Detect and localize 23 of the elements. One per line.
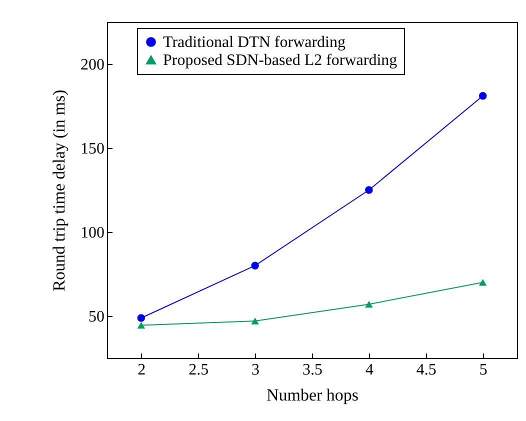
point	[137, 314, 146, 322]
x-tick-label: 3	[252, 362, 260, 378]
y-tick-label: 150	[80, 140, 104, 158]
point	[251, 318, 259, 324]
y-tick-label: 50	[88, 308, 104, 326]
point	[478, 92, 487, 100]
x-tick-label: 5	[479, 362, 488, 378]
x-tick-label: 2.5	[188, 362, 209, 378]
point	[478, 279, 487, 286]
legend-label: Traditional DTN forwarding	[163, 34, 346, 51]
y-axis-title: Round trip time delay (in ms)	[50, 90, 68, 292]
legend-label: Proposed SDN-based L2 forwarding	[163, 52, 398, 69]
x-tick-label: 2	[138, 362, 146, 378]
x-tick-label: 3.5	[302, 362, 322, 378]
y-tick-label: 100	[80, 224, 104, 242]
point	[365, 186, 373, 194]
y-tick-label: 200	[80, 56, 104, 74]
point	[251, 262, 259, 270]
x-tick-label: 4.5	[416, 362, 436, 378]
point	[365, 300, 373, 308]
x-tick-label: 4	[365, 362, 374, 378]
x-axis-title: Number hops	[266, 386, 359, 404]
point	[137, 322, 146, 329]
